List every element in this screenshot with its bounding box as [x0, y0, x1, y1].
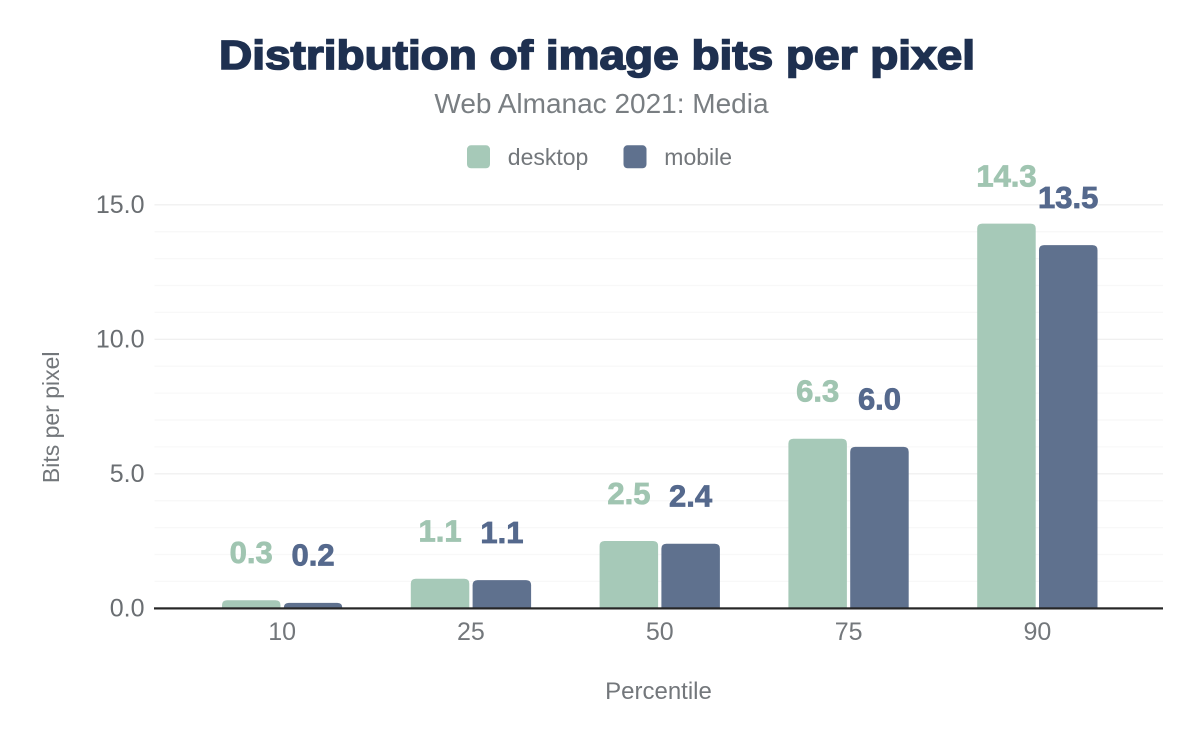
svg-text:90: 90 — [1023, 618, 1051, 646]
svg-text:5.0: 5.0 — [110, 460, 145, 488]
svg-text:10: 10 — [268, 618, 296, 646]
svg-text:1.1: 1.1 — [480, 515, 523, 550]
svg-text:10.0: 10.0 — [96, 326, 145, 354]
svg-text:15.0: 15.0 — [96, 191, 145, 219]
svg-text:25: 25 — [457, 618, 485, 646]
svg-text:Percentile: Percentile — [605, 678, 712, 705]
svg-text:0.2: 0.2 — [292, 538, 335, 573]
svg-text:2.4: 2.4 — [669, 479, 713, 514]
svg-text:13.5: 13.5 — [1038, 180, 1098, 215]
svg-text:Web Almanac 2021: Media: Web Almanac 2021: Media — [434, 88, 769, 119]
svg-text:75: 75 — [835, 618, 863, 646]
svg-text:50: 50 — [646, 618, 674, 646]
svg-text:1.1: 1.1 — [419, 514, 462, 549]
svg-text:6.0: 6.0 — [858, 382, 901, 417]
svg-text:14.3: 14.3 — [976, 158, 1036, 193]
svg-text:6.3: 6.3 — [796, 374, 839, 409]
svg-text:Bits per pixel: Bits per pixel — [38, 351, 64, 483]
svg-text:0.0: 0.0 — [110, 595, 145, 623]
svg-text:mobile: mobile — [664, 144, 732, 170]
svg-text:desktop: desktop — [508, 144, 589, 170]
svg-text:2.5: 2.5 — [607, 476, 650, 511]
svg-text:0.3: 0.3 — [230, 535, 273, 570]
svg-text:Distribution of image bits per: Distribution of image bits per pixel — [219, 32, 975, 78]
